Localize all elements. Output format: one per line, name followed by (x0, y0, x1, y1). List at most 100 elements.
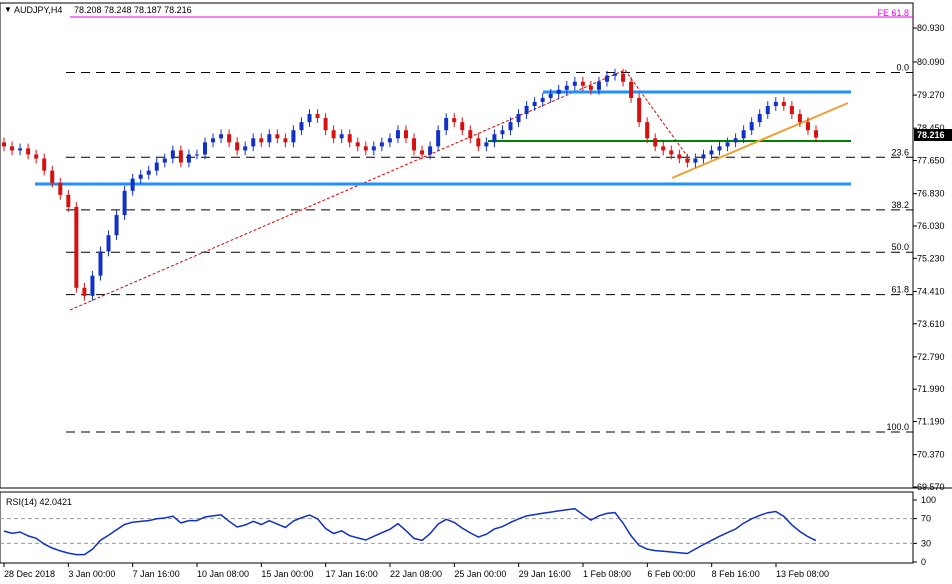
candle-body (42, 158, 47, 171)
candle-body (436, 130, 441, 147)
fib-retrace-line (624, 69, 691, 161)
candle-body (50, 170, 55, 183)
time-tick-label: 13 Feb 08:00 (776, 569, 829, 579)
candle-body (26, 148, 31, 155)
candle-body (685, 158, 690, 163)
candle-body (243, 146, 248, 151)
candle-body (10, 146, 15, 151)
candle-body (267, 134, 272, 143)
candle-body (138, 174, 143, 179)
fib-level-label: 61.8 (891, 285, 909, 295)
fib-level-label: 100.0 (886, 422, 909, 432)
candle-body (645, 122, 650, 139)
candle-body (709, 150, 714, 155)
candle-body (677, 154, 682, 159)
fib-level-label: 23.6 (891, 147, 909, 157)
candle-body (379, 142, 384, 147)
candle-body (227, 134, 232, 143)
candle-body (146, 170, 151, 175)
candle-body (428, 146, 433, 155)
fib-level-label: 50.0 (891, 242, 909, 252)
time-tick-label: 15 Jan 00:00 (261, 569, 313, 579)
candle-body (613, 73, 618, 76)
candle-body (556, 89, 561, 94)
candle-body (235, 142, 240, 151)
symbol-label: AUDJPY,H4 (14, 5, 62, 15)
rsi-tick-label: 30 (921, 538, 931, 548)
candle-body (202, 142, 207, 155)
candle-body (412, 138, 417, 151)
candle-body (725, 142, 730, 147)
candle-body (259, 138, 264, 143)
candle-body (58, 182, 63, 195)
price-tick-label: 76.030 (917, 221, 945, 231)
candle-body (814, 130, 818, 138)
rsi-axis: 100 70 30 0 (913, 495, 936, 567)
price-tick-label: 69.570 (917, 482, 945, 492)
chart-menu-icon[interactable]: ▼ (4, 5, 12, 14)
price-tick-label: 74.410 (917, 286, 945, 296)
time-tick-label: 22 Jan 08:00 (390, 569, 442, 579)
candle-body (34, 154, 39, 159)
current-price-box (914, 129, 952, 141)
time-axis: 28 Dec 2018 3 Jan 00:00 7 Jan 16:00 10 Jan … (3, 563, 829, 579)
candle-body (275, 134, 280, 139)
candle-body (211, 138, 216, 143)
candle-body (331, 130, 336, 139)
candle-body (395, 130, 400, 139)
candle-body (283, 138, 288, 143)
time-tick-label: 28 Dec 2018 (4, 569, 55, 579)
candle-body (621, 73, 626, 82)
time-tick-label: 8 Feb 16:00 (712, 569, 760, 579)
fibonacci-levels: 0.0 23.6 38.2 50.0 61.8 100.0 (66, 62, 913, 433)
candle-body (596, 81, 601, 90)
candle-body (653, 138, 658, 147)
candle-body (106, 235, 111, 252)
candle-body (749, 122, 754, 131)
time-tick-label: 7 Jan 16:00 (133, 569, 180, 579)
candle-body (251, 138, 256, 147)
candle-body (604, 75, 609, 82)
rsi-tick-label: 70 (921, 514, 931, 524)
candle-body (516, 114, 521, 123)
time-tick-label: 1 Feb 08:00 (583, 569, 631, 579)
candle-body (130, 178, 135, 191)
candle-body (540, 97, 545, 102)
candle-body (564, 85, 569, 90)
candle-body (452, 118, 457, 123)
candle-body (170, 150, 175, 159)
time-tick-label: 29 Jan 16:00 (519, 569, 571, 579)
candle-body (371, 146, 376, 151)
candle-body (572, 81, 577, 86)
candle-body (82, 287, 87, 296)
candle-body (701, 154, 706, 159)
price-tick-label: 71.190 (917, 417, 945, 427)
candle-body (355, 142, 360, 147)
candle-body (444, 118, 449, 131)
candle-body (460, 122, 465, 131)
price-tick-label: 79.270 (917, 90, 945, 100)
fe-61-8-label: FE 61.8 (877, 8, 909, 18)
fib-swing-line (69, 69, 626, 311)
candle-body (797, 114, 802, 123)
main-chart-frame (0, 2, 914, 489)
price-tick-label: 70.370 (917, 450, 945, 460)
price-tick-label: 78.450 (917, 123, 945, 133)
candle-body (532, 101, 537, 106)
candle-body (90, 275, 95, 296)
candle-body (74, 206, 79, 288)
price-tick-label: 73.610 (917, 319, 945, 329)
candle-body (781, 101, 786, 106)
rsi-label: RSI(14) 42.0421 (6, 497, 72, 507)
candle-body (186, 154, 191, 163)
candle-body (307, 114, 312, 123)
candle-body (765, 105, 770, 115)
candle-body (2, 142, 6, 147)
candle-body (733, 138, 738, 143)
price-tick-label: 77.650 (917, 156, 945, 166)
candle-body (588, 85, 593, 90)
candle-body (548, 93, 553, 98)
candle-body (637, 97, 642, 123)
candle-body (18, 148, 23, 151)
